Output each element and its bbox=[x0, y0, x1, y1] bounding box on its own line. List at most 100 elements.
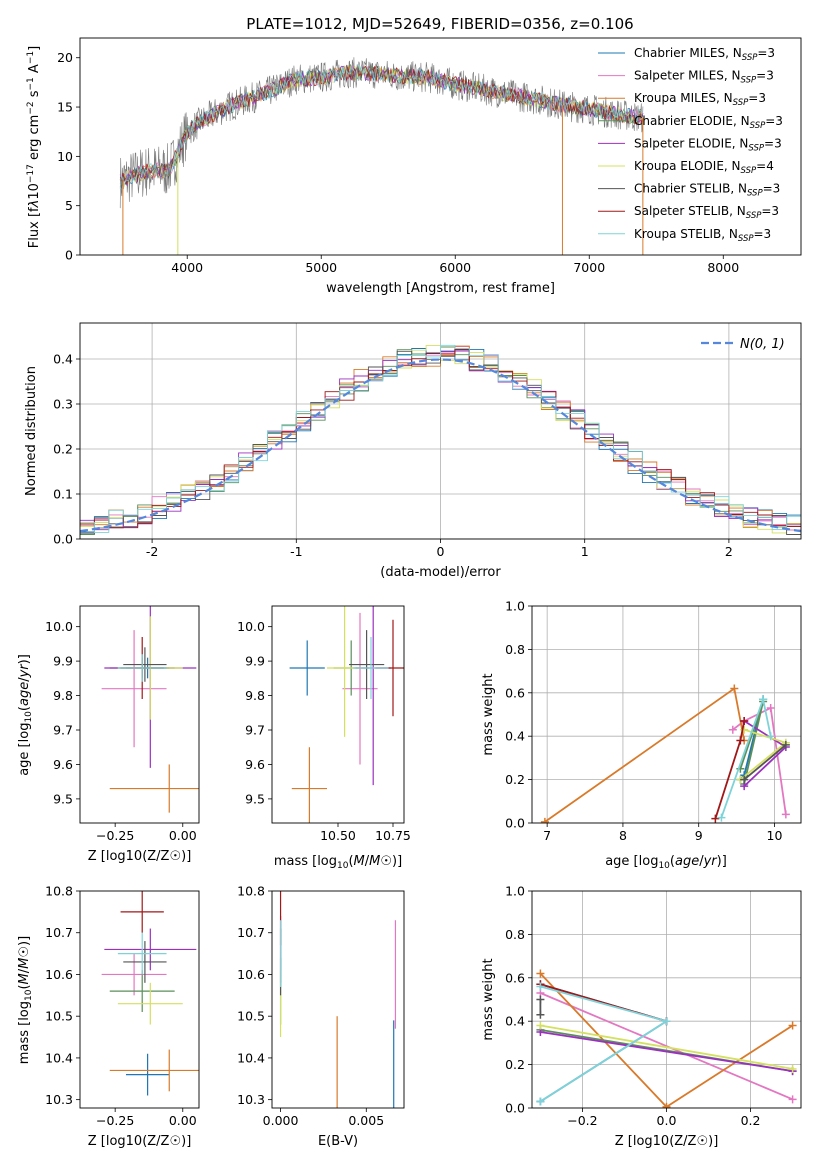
mass-vs-ebv-panel: 0.000 0.005 10.3 10.4 10.5 10.6 10.7 10.8 E(B-V) bbox=[237, 884, 405, 1149]
weight-line bbox=[720, 695, 772, 818]
y-tick-label: 0 bbox=[65, 248, 73, 263]
y-tick-label: 10.0 bbox=[237, 619, 265, 634]
x-axis-label: Z [log10(Z/Z☉)] bbox=[88, 1134, 192, 1149]
y-tick-label: 1.0 bbox=[505, 884, 525, 899]
axes-frame bbox=[79, 37, 802, 256]
x-axis-label: (data-model)/error bbox=[380, 565, 501, 580]
y-tick-label: 10.5 bbox=[45, 1009, 73, 1024]
x-tick-label: -1 bbox=[290, 544, 302, 559]
y-tick-label: 0.2 bbox=[505, 772, 525, 787]
mass-weight-vs-Z-plot-area bbox=[532, 891, 801, 1108]
weight-line bbox=[540, 1031, 793, 1072]
y-tick-label: 9.9 bbox=[245, 654, 265, 669]
weight-marker bbox=[536, 1021, 545, 1030]
y-tick-label: 10 bbox=[57, 149, 73, 164]
age-vs-mass-plot-area bbox=[289, 606, 404, 823]
weight-line bbox=[540, 992, 793, 1101]
x-axis-label: Z [log10(Z/Z☉)] bbox=[615, 1134, 719, 1149]
y-tick-label: 10.0 bbox=[45, 619, 73, 634]
x-tick-label: 0.2 bbox=[741, 1113, 761, 1128]
y-tick-label: 0.0 bbox=[505, 816, 525, 831]
weight-marker bbox=[736, 736, 745, 745]
y-tick-label: 9.5 bbox=[53, 791, 73, 806]
y-axis-label: Flux [fλ10−17 erg cm−2 s−1 A−1] bbox=[26, 46, 42, 248]
y-tick-label: 10.6 bbox=[45, 967, 73, 982]
legend-label: Chabrier ELODIE, NSSP=3 bbox=[634, 114, 783, 131]
mass-weight-vs-Z-panel: −0.2 0.0 0.2 0.0 0.2 0.4 0.6 0.8 1.0 mass weight Z… bbox=[481, 884, 802, 1149]
x-tick-label: 0.00 bbox=[169, 1113, 197, 1128]
x-tick-label: 0.0 bbox=[657, 1113, 677, 1128]
weight-marker bbox=[788, 1095, 797, 1104]
weight-marker bbox=[662, 1102, 671, 1108]
y-axis-label: mass [log10(M/M☉)] bbox=[17, 936, 34, 1064]
x-axis-label: age [log10(age/yr)] bbox=[605, 854, 727, 871]
y-tick-label: 10.3 bbox=[45, 1092, 73, 1107]
x-tick-label: 9 bbox=[695, 828, 703, 843]
weight-marker bbox=[536, 969, 545, 978]
y-tick-label: 10.8 bbox=[237, 884, 265, 899]
y-tick-label: 10.7 bbox=[45, 925, 73, 940]
histogram-step-line bbox=[80, 344, 801, 533]
weight-marker bbox=[717, 813, 726, 822]
x-axis-label: E(B-V) bbox=[318, 1134, 358, 1149]
age-vs-Z-panel: −0.25 0.00 9.5 9.6 9.7 9.8 9.9 10.0 Z [log10(Z/Z… bbox=[17, 605, 200, 864]
y-tick-label: 10.6 bbox=[237, 967, 265, 982]
y-tick-label: 10.3 bbox=[237, 1092, 265, 1107]
axes-frame bbox=[79, 322, 802, 540]
y-tick-label: 0.4 bbox=[505, 729, 525, 744]
spectrum-plot-area bbox=[119, 57, 644, 255]
y-tick-label: 9.5 bbox=[245, 791, 265, 806]
y-tick-label: 15 bbox=[57, 100, 73, 115]
y-tick-label: 10.4 bbox=[237, 1050, 265, 1065]
residuals-panel: -2 -1 0 1 2 0.0 0.1 0.2 0.3 0.4 (data-model)/error… bbox=[24, 322, 802, 580]
y-tick-label: 20 bbox=[57, 50, 73, 65]
histogram-step-line bbox=[80, 348, 801, 535]
x-tick-label: −0.25 bbox=[96, 1113, 134, 1128]
weight-line bbox=[544, 686, 746, 823]
x-axis-label: mass [log10(M/M☉)] bbox=[274, 854, 402, 871]
mass-weight-vs-age-plot-area bbox=[532, 606, 801, 823]
legend-label: Kroupa ELODIE, NSSP=4 bbox=[634, 159, 774, 176]
weight-marker bbox=[536, 995, 545, 1004]
y-tick-label: 0.0 bbox=[505, 1101, 525, 1116]
weight-marker bbox=[766, 703, 775, 712]
y-tick-label: 0.0 bbox=[53, 532, 73, 547]
x-tick-label: −0.25 bbox=[96, 828, 134, 843]
x-tick-label: 0.000 bbox=[263, 1113, 299, 1128]
legend-label: Kroupa MILES, NSSP=3 bbox=[634, 91, 766, 108]
y-tick-label: 10.4 bbox=[45, 1050, 73, 1065]
x-tick-label: -2 bbox=[146, 544, 158, 559]
axes-frame bbox=[271, 890, 405, 1109]
legend-label: Salpeter ELODIE, NSSP=3 bbox=[634, 136, 782, 153]
gaussian-reference-line bbox=[80, 358, 801, 533]
weight-line bbox=[540, 1024, 793, 1070]
x-tick-label: 5000 bbox=[305, 260, 337, 275]
y-tick-label: 9.8 bbox=[245, 688, 265, 703]
spectrum-panel: 4000 5000 6000 7000 8000 0 5 10 15 20 wavelength [… bbox=[26, 37, 802, 296]
age-vs-mass-panel: 10.50 10.75 9.5 9.6 9.7 9.8 9.9 10.0 mass [log10… bbox=[237, 605, 411, 871]
weight-marker bbox=[536, 1097, 545, 1106]
weight-marker bbox=[788, 1021, 797, 1030]
x-tick-label: 4000 bbox=[171, 260, 203, 275]
axes-frame bbox=[79, 605, 200, 824]
y-tick-label: 9.7 bbox=[245, 723, 265, 738]
weight-marker bbox=[740, 717, 749, 726]
x-tick-label: 0.00 bbox=[169, 828, 197, 843]
spectrum-line-data bbox=[119, 57, 644, 209]
x-axis-label: Z [log10(Z/Z☉)] bbox=[88, 849, 192, 864]
weight-marker bbox=[781, 810, 790, 819]
axes-frame bbox=[531, 605, 802, 824]
y-axis-label: mass weight bbox=[481, 673, 496, 755]
legend-label: Salpeter STELIB, NSSP=3 bbox=[634, 204, 779, 221]
mass-vs-ebv-plot-area bbox=[279, 891, 397, 1108]
y-tick-label: 0.4 bbox=[53, 352, 73, 367]
legend-label: Chabrier MILES, NSSP=3 bbox=[634, 46, 775, 63]
x-tick-label: 10 bbox=[767, 828, 783, 843]
weight-marker bbox=[536, 1010, 545, 1019]
legend-label: Kroupa STELIB, NSSP=3 bbox=[634, 227, 771, 244]
y-tick-label: 0.4 bbox=[505, 1014, 525, 1029]
weight-marker bbox=[536, 982, 545, 991]
weight-marker bbox=[759, 695, 768, 704]
